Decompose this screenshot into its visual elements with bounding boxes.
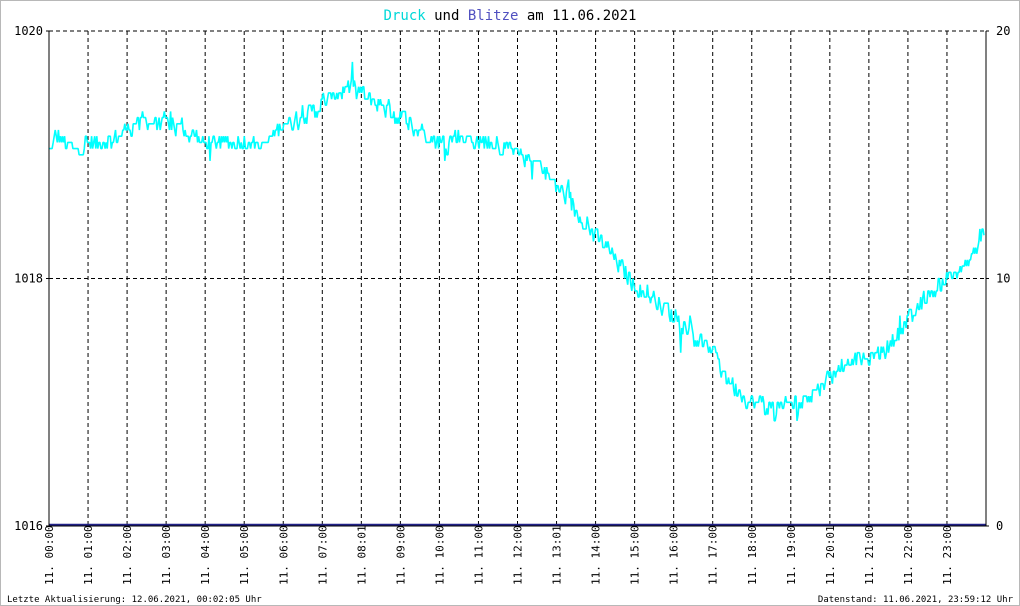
chart-title: Druck und Blitze am 11.06.2021: [384, 8, 637, 24]
title-und: und: [426, 8, 468, 24]
x-tick-label: 11. 20:01: [824, 525, 837, 585]
x-tick-label: 11. 17:00: [707, 525, 720, 585]
x-tick-label: 11. 18:00: [746, 525, 759, 585]
left-tick-label: 1016: [14, 519, 43, 533]
x-tick-label: 11. 02:00: [121, 525, 134, 585]
druck-line: [49, 61, 985, 422]
left-tick-label: 1018: [14, 272, 43, 286]
x-tick-label: 11. 15:00: [629, 525, 642, 585]
horizontal-gridlines: [49, 30, 986, 279]
footer-data-status: Datenstand: 11.06.2021, 23:59:12 Uhr: [818, 595, 1014, 605]
right-axis-ticks: 0 10 20: [986, 24, 1010, 533]
x-tick-label: 11. 03:00: [160, 525, 173, 585]
title-druck: Druck: [384, 8, 427, 24]
right-tick-label: 10: [996, 272, 1010, 286]
title-date: am 11.06.2021: [518, 8, 636, 24]
x-tick-label: 11. 10:00: [433, 525, 446, 585]
x-tick-label: 11. 21:00: [863, 525, 876, 585]
x-tick-label: 11. 07:00: [316, 525, 329, 585]
x-tick-label: 11. 22:00: [902, 525, 915, 585]
x-tick-label: 11. 19:00: [785, 525, 798, 585]
right-tick-label: 20: [996, 24, 1010, 38]
left-tick-label: 1020: [14, 24, 43, 38]
druck-series: [49, 61, 985, 422]
x-tick-label: 11. 23:00: [941, 525, 954, 585]
x-tick-label: 11. 04:00: [199, 525, 212, 585]
x-tick-label: 11. 16:00: [668, 525, 681, 585]
x-tick-label: 11. 08:01: [355, 525, 368, 585]
x-tick-label: 11. 00:00: [43, 525, 56, 585]
x-tick-label: 11. 09:00: [394, 525, 407, 585]
x-tick-label: 11. 01:00: [82, 525, 95, 585]
vertical-gridlines: [87, 31, 948, 526]
x-tick-label: 11. 06:00: [277, 525, 290, 585]
x-tick-label: 11. 14:00: [590, 525, 603, 585]
left-axis-ticks: 1016 1018 1020: [14, 24, 49, 533]
title-blitze: Blitze: [468, 8, 519, 24]
x-tick-label: 11. 13:01: [551, 525, 564, 585]
footer-last-update: Letzte Aktualisierung: 12.06.2021, 00:02…: [7, 595, 262, 605]
x-tick-label: 11. 12:00: [512, 525, 525, 585]
x-axis-ticks: 11. 00:00 11. 01:00 11. 02:00 11. 03:00 11. …: [43, 525, 954, 585]
right-tick-label: 0: [996, 519, 1003, 533]
x-tick-label: 11. 05:00: [238, 525, 251, 585]
x-tick-label: 11. 11:00: [472, 525, 485, 585]
